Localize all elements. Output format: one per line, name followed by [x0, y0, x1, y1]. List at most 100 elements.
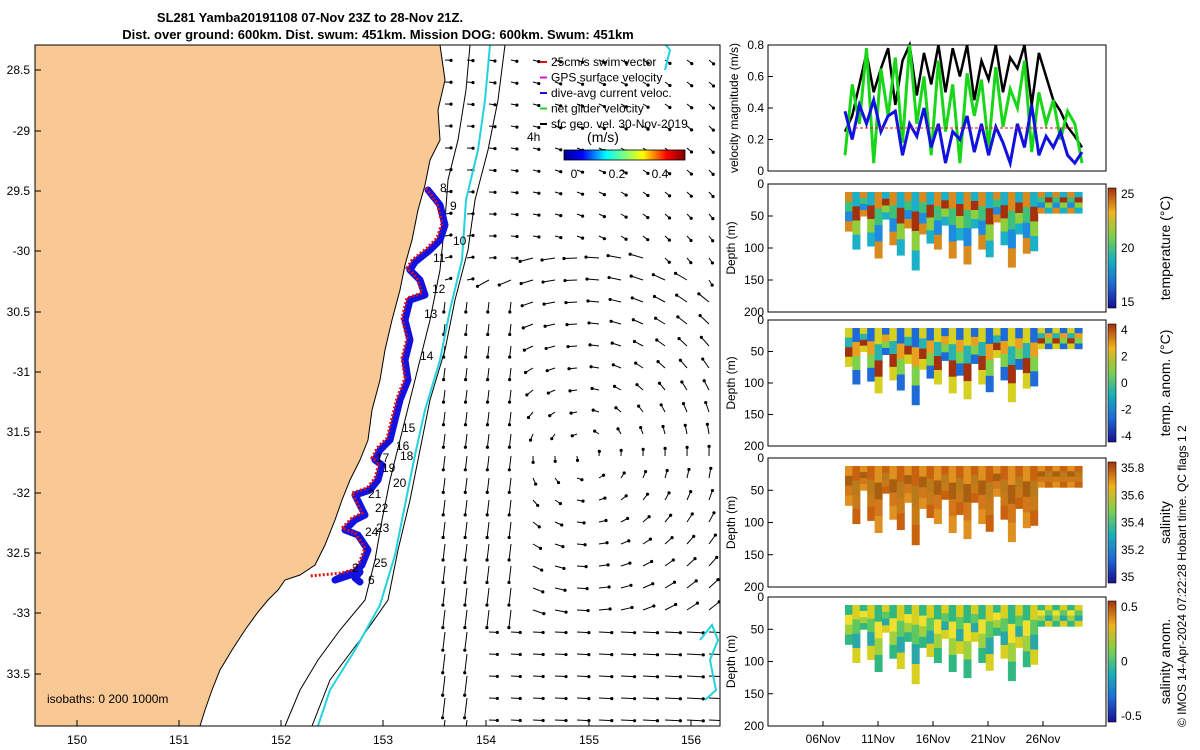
current-vector-arrow — [576, 697, 589, 700]
profile-cell — [859, 198, 868, 205]
current-vector-head — [495, 696, 499, 701]
current-vector-head — [485, 468, 489, 472]
current-vector-arrow — [554, 719, 567, 722]
current-vector-arrow — [587, 300, 600, 303]
profile-panel-2: 0 50 100 150 200 Depth (m) 4 2 0 -2 -4 temp. anom. … — [724, 313, 1173, 453]
current-vector-head — [619, 448, 623, 452]
profile-cell — [1000, 505, 1009, 520]
current-vector-arrow — [486, 455, 490, 470]
current-vector-head — [541, 280, 545, 284]
current-vector-arrow — [586, 278, 600, 281]
profile-cell — [919, 192, 928, 203]
profile-cell — [970, 201, 979, 211]
current-vector-head — [518, 259, 522, 263]
current-vector-head — [675, 293, 679, 297]
current-vector-head — [602, 237, 606, 241]
current-vector-head — [463, 648, 467, 652]
profile-cell — [1015, 223, 1024, 235]
profile-cell — [1015, 476, 1024, 488]
current-vector-arrow — [598, 653, 612, 656]
current-vector-head — [587, 696, 591, 701]
profile-cell — [978, 370, 987, 385]
current-vector-head — [705, 422, 709, 426]
current-vector-head — [581, 214, 585, 218]
current-vector-head — [485, 580, 489, 585]
current-vector-head — [668, 127, 672, 132]
profile-cell — [993, 612, 1002, 621]
profile-cell — [941, 613, 950, 623]
profile-cell — [911, 328, 920, 348]
current-vector-head — [717, 600, 720, 604]
profile-cell — [1037, 333, 1046, 339]
profile-cell — [859, 339, 868, 347]
profile-cell — [1015, 626, 1024, 638]
profile-cell — [963, 345, 972, 364]
profile-cell — [926, 630, 935, 645]
current-vector-head — [610, 341, 614, 345]
profile-cell — [852, 633, 861, 649]
current-vector-head — [441, 580, 445, 585]
profile-cell — [859, 617, 868, 624]
current-vector-head — [566, 345, 570, 349]
profile-cell — [926, 192, 935, 206]
current-vector-arrow — [686, 535, 695, 545]
current-vector-head — [523, 370, 528, 375]
current-vector-head — [518, 630, 522, 635]
current-vector-head — [635, 383, 639, 387]
current-vector-head — [493, 256, 497, 260]
profile-cell — [1007, 605, 1016, 625]
profile-cell — [970, 354, 979, 364]
profile-cell — [993, 342, 1002, 351]
current-vector-head — [564, 652, 568, 657]
profile-cell — [1022, 207, 1031, 224]
velocity-colorbar-tick: 0 — [571, 167, 578, 181]
profile-colorbar-tick: 35.8 — [1121, 461, 1145, 475]
profile-cell — [904, 614, 913, 624]
current-vector-head — [676, 315, 680, 319]
current-vector-head — [646, 105, 650, 109]
profile-cell — [1022, 635, 1031, 652]
current-vector-head — [668, 83, 672, 88]
current-vector-arrow — [675, 272, 688, 281]
current-vector-head — [441, 378, 446, 382]
profile-cell — [926, 230, 935, 244]
current-vector-head — [485, 490, 489, 494]
current-vector-head — [449, 124, 453, 128]
profile-cell — [1007, 328, 1016, 347]
depth-ylabel: Depth (m) — [724, 496, 738, 549]
depth-tick-label: 0 — [757, 590, 764, 604]
profile-cell — [896, 239, 905, 256]
profile-cell — [956, 490, 965, 503]
profile-cell — [852, 494, 861, 510]
profile-cell — [978, 466, 987, 481]
current-vector-head — [463, 716, 467, 720]
current-vector-head — [707, 444, 711, 448]
current-vector-head — [701, 697, 705, 701]
current-vector-head — [590, 386, 594, 391]
profile-cell — [1067, 328, 1076, 334]
current-vector-arrow — [656, 339, 666, 347]
current-vector-arrow — [508, 521, 512, 538]
profile-cell — [904, 605, 913, 615]
profile-cell — [1000, 631, 1009, 646]
profile-cell — [1030, 495, 1039, 511]
profile-cell — [1000, 341, 1009, 355]
profile-cell — [985, 466, 994, 483]
current-vector-arrow — [465, 719, 468, 726]
profile-cell — [985, 343, 994, 361]
current-vector-head — [493, 81, 497, 85]
current-vector-arrow — [576, 609, 589, 612]
current-vector-head — [507, 423, 512, 427]
profile-cell — [896, 192, 905, 209]
current-vector-head — [515, 169, 519, 173]
profile-cell — [1052, 605, 1061, 611]
profile-cell — [1037, 620, 1046, 627]
profile-cell — [1030, 619, 1039, 636]
profile-cell — [956, 328, 965, 341]
current-vector-arrow — [442, 477, 446, 493]
current-vector-arrow — [588, 322, 600, 325]
current-vector-arrow — [565, 301, 578, 304]
profile-cell — [1015, 359, 1024, 370]
current-vector-head — [486, 332, 490, 337]
map-latitude-ticks: 28.5 -29 29.5 -30 30.5 -31 31.5 -32 32.5 -33 33.5 — [7, 63, 41, 681]
